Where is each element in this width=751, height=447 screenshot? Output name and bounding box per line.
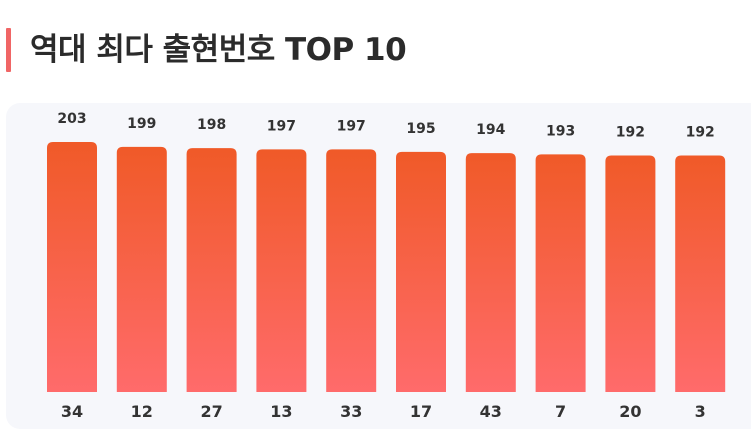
value-label-3: 192 <box>686 125 715 141</box>
value-label-20: 192 <box>616 125 645 141</box>
category-label-13: 13 <box>270 402 292 421</box>
category-label-3: 3 <box>695 402 706 421</box>
bar-20 <box>605 155 656 392</box>
bar-13 <box>256 149 307 392</box>
page-title: 역대 최다 출현번호 TOP 10 <box>30 32 407 68</box>
bar-12 <box>116 146 167 392</box>
category-label-12: 12 <box>131 402 153 421</box>
bar-33 <box>326 149 377 392</box>
value-labels-group: 203 199 198 197 197 195 194 193 192 192 <box>57 111 714 141</box>
category-label-17: 17 <box>410 402 432 421</box>
value-label-12: 199 <box>127 116 156 132</box>
category-label-27: 27 <box>200 402 222 421</box>
bar-17 <box>396 151 446 392</box>
category-label-34: 34 <box>61 402 83 421</box>
category-label-43: 43 <box>480 402 502 421</box>
value-label-17: 195 <box>406 121 435 137</box>
value-label-43: 194 <box>476 122 505 138</box>
value-label-33: 197 <box>337 118 366 134</box>
category-label-20: 20 <box>619 402 641 421</box>
bar-3 <box>675 155 726 392</box>
value-label-13: 197 <box>267 118 296 134</box>
value-label-34: 203 <box>57 111 86 127</box>
value-label-27: 198 <box>197 117 226 133</box>
bar-27 <box>186 148 237 392</box>
value-label-7: 193 <box>546 123 575 139</box>
bars-group <box>47 142 726 392</box>
title-accent-bar <box>6 28 11 72</box>
category-label-33: 33 <box>340 402 362 421</box>
bar-43 <box>465 153 516 392</box>
category-labels-group: 34 12 27 13 33 17 43 7 20 3 <box>61 402 706 421</box>
category-label-7: 7 <box>555 402 566 421</box>
bar-34 <box>47 142 97 392</box>
bar-7 <box>535 154 586 392</box>
